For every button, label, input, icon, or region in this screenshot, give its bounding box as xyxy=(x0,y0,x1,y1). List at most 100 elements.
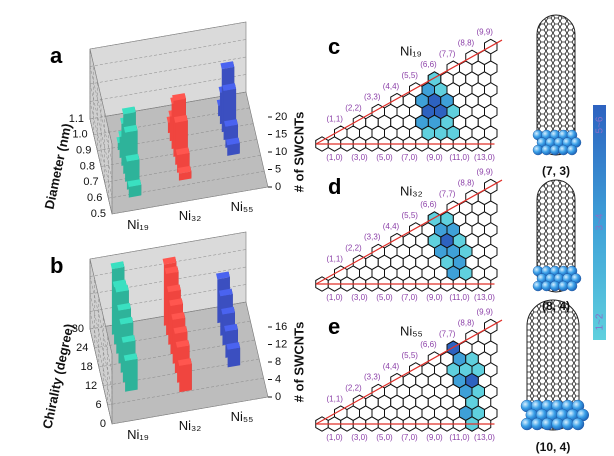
armchair-line xyxy=(315,319,503,425)
nanotube-e xyxy=(526,299,580,431)
armchair-label: (5,5) xyxy=(402,351,419,360)
bar xyxy=(177,165,192,181)
highlight-cell xyxy=(415,114,429,131)
bar-front xyxy=(227,143,240,156)
armchair-line xyxy=(315,39,503,145)
z-tick-label: 8 xyxy=(275,356,281,368)
z-tick-label: 12 xyxy=(275,338,287,350)
y-tick-label: 0 xyxy=(100,418,106,430)
armchair-label: (2,2) xyxy=(345,243,362,252)
highlight-cell xyxy=(465,351,479,367)
armchair-label: (4,4) xyxy=(383,82,400,91)
z-tick-label: 4 xyxy=(275,373,281,385)
y-tick-label: 1.0 xyxy=(72,129,87,141)
bar-top xyxy=(177,358,192,367)
particle xyxy=(571,417,585,431)
armchair-line xyxy=(315,179,503,285)
bar-top xyxy=(162,256,177,265)
hex-cell xyxy=(484,60,498,77)
colorbar-label: 1~2 xyxy=(595,313,606,330)
zigzag-label: (13,0) xyxy=(474,433,495,442)
category-label: Ni₃₂ xyxy=(179,418,202,433)
bar xyxy=(225,137,240,156)
catalyst-label: Ni₅₅ xyxy=(400,323,423,338)
highlight-cell xyxy=(427,211,442,227)
highlight-cell xyxy=(440,211,454,227)
bar xyxy=(123,353,138,392)
bar-top xyxy=(117,302,131,311)
grid-line xyxy=(111,186,269,215)
bar-top xyxy=(173,326,188,334)
colorbar-label: 3~4 xyxy=(595,213,606,230)
grid-line xyxy=(111,396,269,425)
grid-line xyxy=(89,21,247,50)
armchair-label: (9,9) xyxy=(477,308,494,317)
catalyst-label: Ni₁₉ xyxy=(400,43,422,58)
hex-cell xyxy=(484,362,498,378)
y-tick-label: 18 xyxy=(81,361,93,373)
grid-line xyxy=(89,258,113,355)
bar-top xyxy=(216,271,230,280)
highlight-cell xyxy=(459,265,473,281)
z-axis-title: # of SWCNTs xyxy=(291,322,306,403)
zigzag-label: (9,0) xyxy=(426,433,443,442)
category-label: Ni₅₅ xyxy=(231,199,254,214)
hex-cell xyxy=(484,82,498,98)
tube-label: (8, 4) xyxy=(542,299,570,313)
grid-line xyxy=(89,276,113,372)
y-axis-title: Chirality (degree) xyxy=(40,322,77,430)
highlight-cell xyxy=(427,71,442,87)
zigzag-label: (5,0) xyxy=(376,153,393,162)
tube-body xyxy=(536,179,576,293)
grid-line xyxy=(89,39,247,67)
bar-top xyxy=(121,335,136,343)
highlight-cell xyxy=(446,362,460,378)
zigzag-label: (13,0) xyxy=(474,293,495,302)
bar-top xyxy=(225,137,240,146)
catalyst-particles xyxy=(520,129,589,431)
highlight-cell xyxy=(415,92,429,109)
y-tick-label: 30 xyxy=(72,323,84,335)
panel-letter: d xyxy=(328,174,341,199)
armchair-label: (6,6) xyxy=(420,340,437,349)
bar-top xyxy=(224,323,238,332)
bar-top xyxy=(173,114,188,123)
highlight-cell xyxy=(459,243,473,260)
highlight-cell xyxy=(446,125,460,141)
zigzag-label: (7,0) xyxy=(401,433,418,442)
zigzag-label: (5,0) xyxy=(376,433,393,442)
bar-top xyxy=(125,153,140,162)
armchair-label: (8,8) xyxy=(458,39,475,48)
armchair-label: (4,4) xyxy=(383,362,400,371)
zigzag-label: (1,0) xyxy=(326,293,343,302)
armchair-label: (7,7) xyxy=(439,189,456,198)
bar-front xyxy=(125,358,138,392)
bar-top xyxy=(218,288,233,297)
y-tick-label: 0.6 xyxy=(87,192,102,204)
hex-cell xyxy=(484,265,498,281)
armchair-label: (2,2) xyxy=(345,103,362,112)
zigzag-label: (3,0) xyxy=(351,293,368,302)
bar-top xyxy=(175,147,190,156)
z-tick-label: 5 xyxy=(275,163,281,175)
armchair-label: (5,5) xyxy=(402,211,419,220)
highlight-cell xyxy=(427,232,442,249)
armchair-label: (6,6) xyxy=(420,200,437,209)
zigzag-label: (9,0) xyxy=(426,153,443,162)
bar-top xyxy=(172,93,186,101)
z-tick-label: 20 xyxy=(275,111,287,123)
zigzag-label: (13,0) xyxy=(474,153,495,162)
grid-line xyxy=(89,56,247,85)
grid-line xyxy=(89,74,247,102)
zigzag-label: (1,0) xyxy=(326,153,343,162)
bar-top xyxy=(221,306,235,315)
z-tick-label: 16 xyxy=(275,321,287,333)
armchair-label: (1,1) xyxy=(327,254,344,263)
zigzag-label: (3,0) xyxy=(351,433,368,442)
bar xyxy=(127,179,142,198)
tube-body xyxy=(526,299,580,431)
zigzag-label: (9,0) xyxy=(426,293,443,302)
y-tick-label: 0.7 xyxy=(83,176,98,188)
armchair-label: (6,6) xyxy=(420,60,437,69)
